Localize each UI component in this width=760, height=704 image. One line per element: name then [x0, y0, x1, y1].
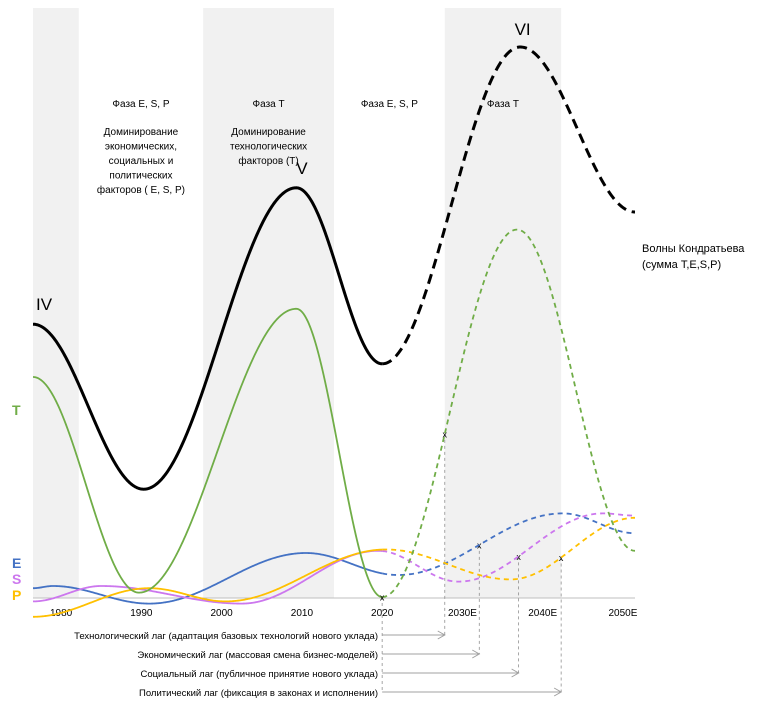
- x-tick-label: 2050E: [608, 608, 637, 619]
- x-tick-label: 2000: [211, 608, 234, 619]
- lag-arrow: [382, 649, 481, 659]
- kondratiev-legend-line: (сумма Т,E,S,P): [642, 259, 721, 271]
- x-tick-label: 2040E: [528, 608, 557, 619]
- series-T-forecast: [382, 228, 636, 598]
- series-kondratiev-actual: [32, 186, 383, 491]
- lag-label: Экономический лаг (массовая смена бизнес…: [137, 650, 378, 661]
- series-kondratiev-forecast: [382, 45, 636, 366]
- turning-point-marker: x: [380, 593, 385, 603]
- phase-label-4: Фаза Т: [487, 99, 519, 110]
- series-P: [32, 516, 636, 618]
- lag-arrow: [382, 630, 446, 640]
- lag-label: Политический лаг (фиксация в законах и и…: [139, 688, 378, 699]
- phase-description-line: технологических: [230, 142, 307, 153]
- series-S-forecast: [382, 512, 635, 583]
- series-E: [32, 512, 636, 605]
- phase-label-2: Фаза Т: [253, 99, 285, 110]
- phase-description-line: Доминирование: [231, 127, 306, 138]
- phase-description-line: социальных и: [109, 156, 174, 167]
- phase-label-3: Фаза E, S, P: [361, 99, 418, 110]
- phase-band-4: [444, 8, 562, 598]
- phase-band-2: [203, 8, 334, 598]
- phase-description-line: факторов ( E, S, P): [97, 184, 185, 196]
- x-tick-label: 2010: [291, 608, 314, 619]
- kondratiev-legend-line: Волны Кондратьева: [642, 243, 745, 255]
- series-P-actual: [32, 548, 383, 618]
- phase-band-0: [33, 8, 79, 598]
- phase-description-line: Доминирование: [104, 127, 179, 138]
- series-letter-P: P: [12, 587, 21, 603]
- lag-label: Технологический лаг (адаптация базовых т…: [74, 631, 378, 642]
- series-letter-E: E: [12, 555, 21, 571]
- series-E-forecast: [381, 512, 636, 576]
- series-S: [32, 512, 635, 605]
- x-tick-label: 1990: [130, 608, 153, 619]
- series-P-forecast: [382, 516, 636, 581]
- series-T-actual: [32, 307, 383, 598]
- phase-description-line: факторов (Т): [238, 155, 298, 167]
- lag-crossing-marker: x: [443, 429, 448, 439]
- cycle-label: IV: [36, 295, 53, 314]
- series-letter-T: T: [12, 402, 21, 418]
- lag-crossing-marker: x: [559, 553, 564, 563]
- phase-description-line: политических: [109, 171, 172, 182]
- lag-arrow: [382, 687, 563, 697]
- x-tick-label: 2030E: [448, 608, 477, 619]
- cycle-label: V: [296, 159, 308, 178]
- x-tick-label: 2020: [371, 608, 394, 619]
- phase-bands: [33, 8, 562, 598]
- lag-label: Социальный лаг (публичное принятие новог…: [140, 669, 378, 680]
- series-E-actual: [32, 552, 383, 605]
- series-T: [32, 228, 636, 598]
- series-S-actual: [32, 549, 383, 605]
- series-letter-S: S: [12, 571, 21, 587]
- phase-description-line: экономических,: [105, 142, 177, 153]
- lag-crossing-marker: x: [516, 552, 521, 562]
- phase-label-1: Фаза E, S, P: [112, 99, 169, 110]
- series-kondratiev: [32, 45, 636, 491]
- cycle-label: VI: [515, 20, 531, 39]
- lag-arrow: [382, 668, 520, 678]
